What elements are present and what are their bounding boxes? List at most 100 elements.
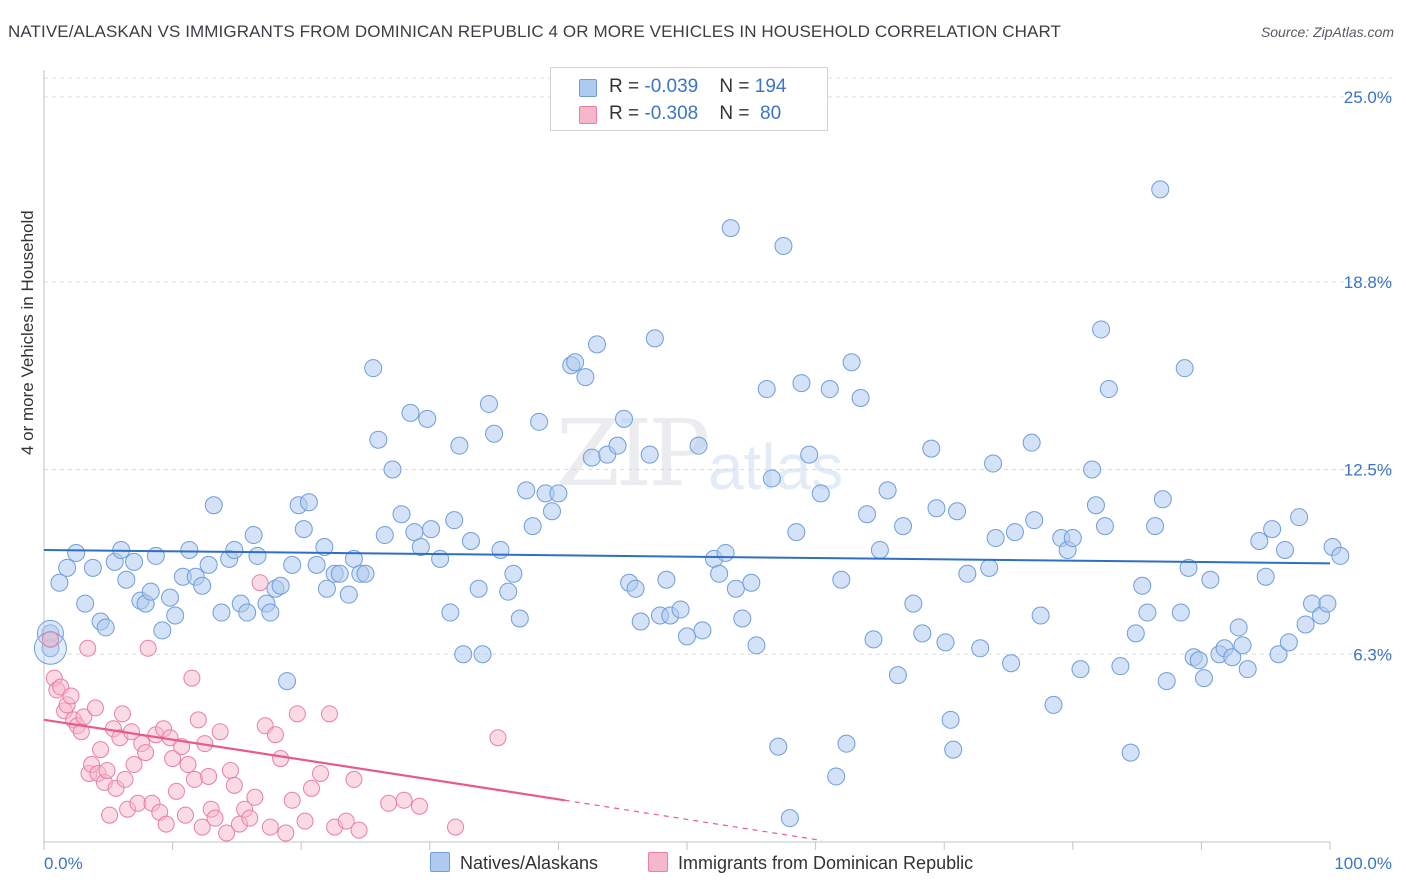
natives-point	[1175, 359, 1194, 378]
natives-point	[473, 645, 492, 664]
natives-point	[742, 573, 761, 592]
natives-point	[858, 505, 877, 524]
dominican-point	[272, 750, 290, 768]
natives-point	[787, 523, 806, 542]
natives-point	[479, 394, 498, 413]
natives-point	[1179, 558, 1198, 577]
dominican-point	[211, 723, 229, 741]
r-label: R =	[609, 76, 645, 97]
natives-point	[50, 573, 69, 592]
legend-row-text: R = -0.039 N = 194	[609, 76, 786, 98]
natives-point	[941, 710, 960, 729]
natives-point	[842, 353, 861, 372]
dominican-point	[92, 741, 110, 759]
dominican-point	[129, 794, 147, 812]
natives-point	[1275, 540, 1294, 559]
legend-item-dominican[interactable]: Immigrants from Dominican Republic	[648, 852, 973, 874]
natives-point	[851, 388, 870, 407]
legend-label: Natives/Alaskans	[460, 853, 599, 873]
natives-point	[401, 403, 420, 422]
dominican-point	[225, 776, 243, 794]
natives-point	[566, 353, 585, 372]
natives-point	[984, 454, 1003, 473]
tick-labels: 6.3% 12.5% 18.8% 25.0% 0.0% 100.0%	[44, 88, 1392, 873]
natives-point	[1194, 669, 1213, 688]
natives-point	[614, 409, 633, 428]
natives-point	[1229, 618, 1248, 637]
legend-row-natives: R = -0.039 N = 194	[551, 73, 827, 101]
legend-row-dominican: R = -0.308 N = 80	[551, 100, 827, 128]
natives-point	[780, 809, 799, 828]
natives-point	[927, 499, 946, 518]
natives-point	[1151, 180, 1170, 199]
natives-point	[1256, 567, 1275, 586]
dominican-point	[125, 756, 143, 774]
natives-point	[469, 579, 488, 598]
dominican-point	[337, 812, 355, 830]
natives-point	[491, 540, 510, 559]
dominican-point	[164, 750, 182, 768]
r-value: -0.308	[644, 103, 699, 124]
natives-point	[894, 517, 913, 536]
natives-point	[733, 609, 752, 628]
natives-point	[1022, 433, 1041, 452]
natives-alaskans-points	[33, 180, 1350, 828]
natives-point	[1153, 490, 1172, 509]
dominican-point	[411, 797, 429, 815]
legend-swatch-blue	[579, 79, 597, 97]
natives-point	[1086, 496, 1105, 515]
natives-point	[283, 555, 302, 574]
natives-point	[517, 481, 536, 500]
natives-point	[67, 543, 86, 562]
dominican-point	[137, 744, 155, 762]
legend-swatch-pink	[648, 852, 668, 872]
natives-point	[146, 546, 165, 565]
natives-point	[904, 594, 923, 613]
natives-point	[1233, 636, 1252, 655]
dominican-point	[345, 770, 363, 788]
legend-item-natives[interactable]: Natives/Alaskans	[430, 852, 598, 874]
natives-point	[445, 511, 464, 530]
natives-point	[76, 594, 95, 613]
natives-point	[1250, 532, 1269, 551]
dominican-point	[489, 729, 507, 747]
natives-point	[944, 740, 963, 759]
dominican-point	[62, 687, 80, 705]
natives-point	[888, 666, 907, 685]
dominican-point	[101, 806, 119, 824]
natives-point	[339, 585, 358, 604]
legend-label: Immigrants from Dominican Republic	[678, 853, 974, 873]
dominican-point	[116, 770, 134, 788]
correlation-legend: R = -0.039 N = 194 R = -0.308 N = 80	[550, 67, 828, 131]
natives-point	[1002, 654, 1021, 673]
natives-point	[774, 237, 793, 255]
natives-point	[294, 520, 313, 539]
natives-point	[485, 424, 504, 443]
dominican-point	[350, 821, 368, 839]
dominican-point	[79, 639, 97, 657]
natives-point	[811, 484, 830, 503]
natives-point	[364, 359, 383, 378]
dominican-point	[320, 705, 338, 723]
natives-point	[238, 603, 257, 622]
natives-point	[870, 540, 889, 559]
dominican-point	[241, 809, 259, 827]
natives-point	[971, 639, 990, 658]
n-label: N =	[719, 76, 755, 97]
natives-point	[832, 570, 851, 589]
natives-point	[726, 579, 745, 598]
legend-row-text: R = -0.308 N = 80	[609, 103, 781, 125]
natives-point	[608, 436, 627, 455]
dominican-point	[302, 779, 320, 797]
x-tick-label: 100.0%	[1334, 854, 1392, 873]
natives-point	[1238, 660, 1257, 679]
natives-point	[645, 329, 664, 348]
natives-point	[461, 532, 480, 551]
natives-point	[721, 219, 740, 238]
natives-point	[422, 520, 441, 539]
natives-point	[83, 558, 102, 577]
chart-title: NATIVE/ALASKAN VS IMMIGRANTS FROM DOMINI…	[8, 22, 1062, 41]
natives-point	[913, 624, 932, 643]
y-tick-label: 6.3%	[1353, 645, 1392, 664]
natives-point	[986, 529, 1005, 548]
